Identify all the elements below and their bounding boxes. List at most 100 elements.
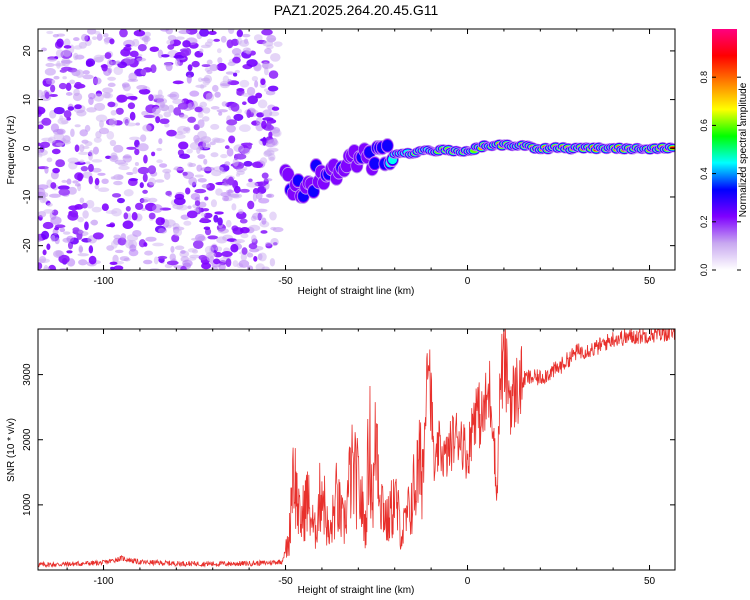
noise-blob <box>72 92 83 102</box>
noise-blob <box>141 207 146 212</box>
noise-blob <box>42 221 54 230</box>
noise-blob <box>44 91 50 99</box>
noise-blob <box>232 260 239 267</box>
noise-blob <box>63 45 72 49</box>
noise-blob <box>61 179 68 183</box>
noise-blob <box>82 145 90 149</box>
noise-blob <box>143 242 148 247</box>
noise-blob <box>232 56 241 64</box>
noise-blob <box>54 226 60 231</box>
noise-blob <box>262 61 269 70</box>
noise-blob <box>55 142 65 147</box>
noise-blob <box>58 254 70 264</box>
noise-blob <box>120 48 131 57</box>
noise-blob <box>132 229 142 237</box>
noise-blob <box>102 87 114 94</box>
noise-blob <box>41 117 52 126</box>
noise-blob <box>45 62 55 67</box>
noise-blob <box>194 174 204 178</box>
noise-blob <box>235 173 241 177</box>
noise-blob <box>270 226 277 231</box>
noise-blob <box>199 29 210 37</box>
noise-blob <box>110 240 118 249</box>
noise-blob <box>116 94 128 103</box>
noise-blob <box>38 124 44 130</box>
noise-blob <box>98 127 110 135</box>
noise-blob <box>258 197 270 204</box>
noise-blob <box>268 70 279 79</box>
noise-blob <box>206 59 213 65</box>
noise-blob <box>110 266 115 270</box>
noise-blob <box>200 212 206 217</box>
noise-blob <box>233 144 244 153</box>
noise-blob <box>141 36 151 42</box>
noise-blob <box>195 84 207 89</box>
noise-blob <box>88 92 96 100</box>
noise-blob <box>191 237 202 241</box>
noise-blob <box>179 153 191 159</box>
noise-blob <box>173 55 185 59</box>
noise-blob <box>137 43 147 52</box>
noise-blob <box>125 206 131 212</box>
noise-blob <box>198 201 207 208</box>
x-tick-label: -100 <box>94 276 114 287</box>
noise-blob <box>239 188 250 193</box>
noise-blob <box>213 258 221 265</box>
noise-blob <box>164 219 176 227</box>
noise-blob <box>125 44 132 48</box>
noise-blob <box>109 261 118 266</box>
noise-blob <box>214 211 224 215</box>
noise-blob <box>55 250 63 257</box>
noise-blob <box>93 137 102 143</box>
noise-blob <box>222 75 230 85</box>
noise-blob <box>119 256 130 262</box>
noise-blob <box>238 39 250 47</box>
noise-blob <box>221 250 233 258</box>
noise-blob <box>77 253 89 257</box>
noise-blob <box>173 167 185 171</box>
noise-blob <box>126 171 134 176</box>
noise-blob <box>53 75 60 80</box>
noise-blob <box>95 114 108 123</box>
noise-blob <box>247 142 252 150</box>
noise-blob <box>69 79 76 85</box>
noise-blob <box>218 111 223 116</box>
noise-blob <box>57 185 70 190</box>
noise-blob <box>77 173 83 182</box>
noise-blob <box>50 123 60 133</box>
noise-blob <box>116 197 125 204</box>
noise-blob <box>227 78 232 83</box>
noise-blob <box>46 202 53 207</box>
noise-blob <box>259 157 268 165</box>
noise-blob <box>173 107 182 116</box>
noise-blob <box>189 142 201 151</box>
noise-blob <box>119 29 128 38</box>
noise-blob <box>178 29 191 35</box>
noise-blob <box>228 135 236 144</box>
noise-blob <box>67 157 79 164</box>
noise-blob <box>46 243 51 250</box>
noise-blob <box>157 255 168 260</box>
noise-blob <box>94 184 100 190</box>
noise-blob <box>123 189 134 197</box>
noise-blob <box>46 157 53 163</box>
noise-blob <box>80 33 89 42</box>
colorbar-tick-label: 0.6 <box>699 119 709 132</box>
noise-blob <box>180 265 187 270</box>
noise-blob <box>139 182 144 189</box>
noise-blob <box>271 137 278 146</box>
x-tick-label: -50 <box>278 276 293 287</box>
noise-blob <box>109 139 117 147</box>
noise-blob <box>79 197 85 204</box>
colorbar-label: Normalized spectral amplitude <box>738 82 749 217</box>
noise-blob <box>213 251 223 258</box>
noise-blob <box>267 85 279 92</box>
noise-blob <box>217 217 223 226</box>
noise-blob <box>210 123 220 130</box>
noise-blob <box>84 124 91 132</box>
noise-blob <box>126 146 137 150</box>
noise-blob <box>55 159 66 168</box>
noise-blob <box>108 117 118 127</box>
noise-blob <box>91 36 98 40</box>
